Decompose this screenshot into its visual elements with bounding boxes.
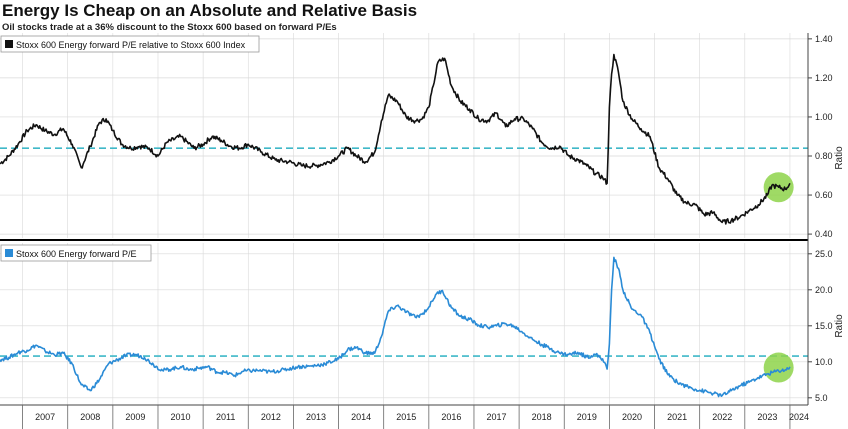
forward-pe-y-axis-label: Ratio xyxy=(834,314,845,338)
forward-pe-y-ticks: 25.0 20.0 15.0 10.0 5.0 xyxy=(808,249,833,403)
relative-pe-legend-box xyxy=(0,35,260,53)
forward-pe-legend: Stoxx 600 Energy forward P/E xyxy=(0,244,152,262)
forward-pe-highlight-circle xyxy=(763,352,794,383)
panel-forward-pe: 25.0 20.0 15.0 10.0 5.0 Ratio Stoxx 600 Ener… xyxy=(0,243,845,405)
relative-pe-y-tick-label: 0.40 xyxy=(815,229,833,239)
x-tick-label: 2024 xyxy=(789,412,809,422)
forward-pe-series-line xyxy=(0,256,791,398)
x-tick-label: 2012 xyxy=(261,412,281,422)
relative-pe-y-tick-label: 0.60 xyxy=(815,190,833,200)
x-tick-label: 2020 xyxy=(622,412,642,422)
relative-pe-y-tick-label: 1.40 xyxy=(815,34,833,44)
chart-title: Energy Is Cheap on an Absolute and Relat… xyxy=(2,1,418,20)
x-tick-label: 2018 xyxy=(532,412,552,422)
x-tick-label: 2023 xyxy=(757,412,777,422)
forward-pe-y-tick-label: 5.0 xyxy=(815,393,828,403)
relative-pe-y-axis-label: Ratio xyxy=(834,146,845,170)
x-tick-label: 2019 xyxy=(577,412,597,422)
relative-pe-legend-label: Stoxx 600 Energy forward P/E relative to… xyxy=(16,40,246,50)
forward-pe-y-tick-label: 20.0 xyxy=(815,285,833,295)
relative-pe-series-line xyxy=(0,53,791,225)
x-tick-label: 2021 xyxy=(667,412,687,422)
chart-subtitle: Oil stocks trade at a 36% discount to th… xyxy=(2,22,337,33)
relative-pe-y-tick-label: 1.20 xyxy=(815,73,833,83)
relative-pe-y-tick-label: 1.00 xyxy=(815,112,833,122)
forward-pe-y-tick-label: 10.0 xyxy=(815,357,833,367)
forward-pe-legend-box xyxy=(0,244,152,262)
x-tick-label: 2014 xyxy=(351,412,371,422)
x-tick-label: 2010 xyxy=(171,412,191,422)
panel-forward-pe-grid xyxy=(0,243,808,405)
x-axis-ticks: 2007 2008 2009 2010 2011 2012 2013 2014 2015 2016… xyxy=(22,405,809,429)
forward-pe-y-tick-label: 15.0 xyxy=(815,321,833,331)
relative-pe-legend-swatch xyxy=(5,40,13,48)
forward-pe-legend-swatch xyxy=(5,249,13,257)
x-tick-label: 2009 xyxy=(125,412,145,422)
panel-relative-pe: 1.40 1.20 1.00 0.80 0.60 0.40 Ratio Stoxx 600… xyxy=(0,33,845,239)
panel-relative-pe-grid xyxy=(0,33,808,238)
forward-pe-legend-label: Stoxx 600 Energy forward P/E xyxy=(16,249,137,259)
relative-pe-y-ticks: 1.40 1.20 1.00 0.80 0.60 0.40 xyxy=(808,34,833,239)
relative-pe-y-tick-label: 0.80 xyxy=(815,151,833,161)
x-tick-label: 2022 xyxy=(712,412,732,422)
x-tick-label: 2013 xyxy=(306,412,326,422)
x-tick-label: 2015 xyxy=(396,412,416,422)
panel-relative-pe-background xyxy=(0,33,808,238)
x-tick-label: 2017 xyxy=(487,412,507,422)
x-tick-label: 2007 xyxy=(35,412,55,422)
relative-pe-legend: Stoxx 600 Energy forward P/E relative to… xyxy=(0,35,260,53)
x-tick-label: 2008 xyxy=(80,412,100,422)
forward-pe-y-tick-label: 25.0 xyxy=(815,249,833,259)
x-tick-label: 2016 xyxy=(441,412,461,422)
x-tick-label: 2011 xyxy=(216,412,235,422)
